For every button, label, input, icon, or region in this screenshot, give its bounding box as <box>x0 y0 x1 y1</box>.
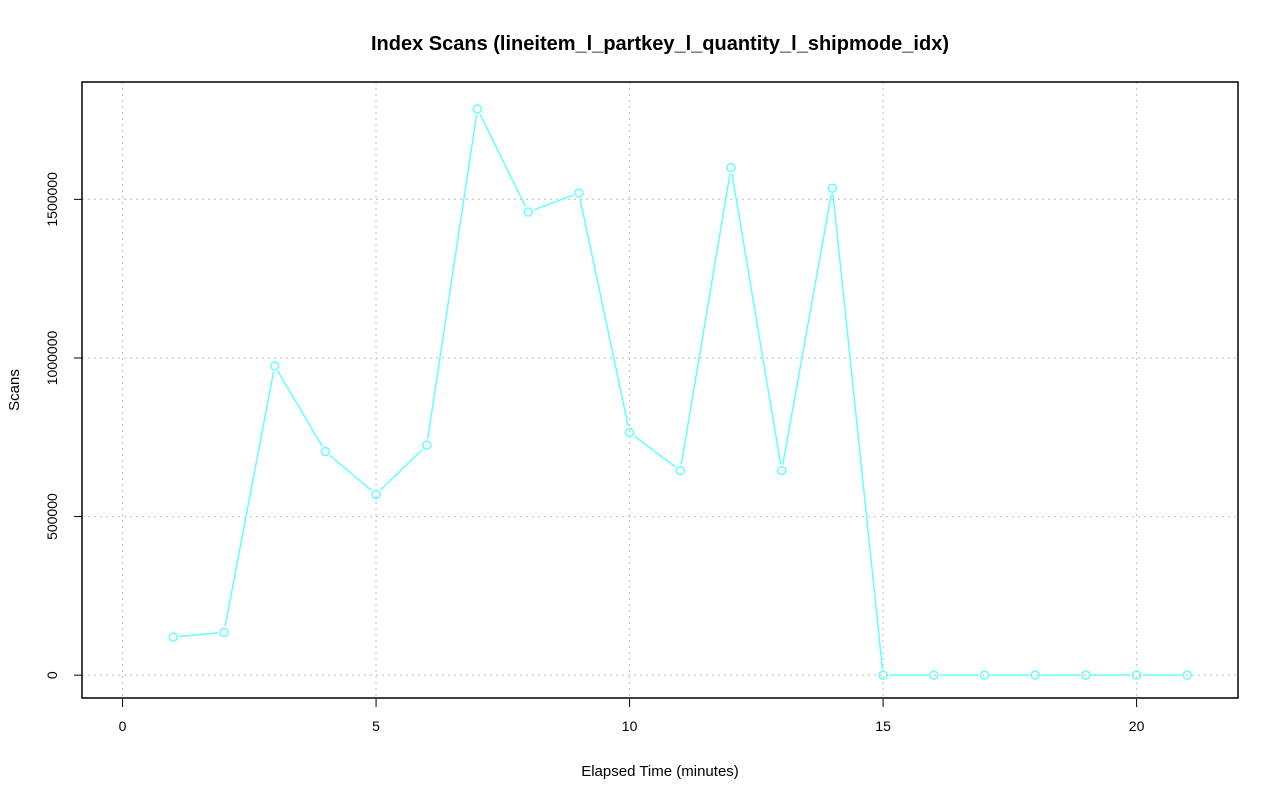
data-point-marker <box>320 446 331 457</box>
series-line-segment <box>680 173 731 465</box>
data-point-marker <box>168 632 179 642</box>
series-line-segment <box>379 448 423 491</box>
grid-lines <box>82 82 1238 698</box>
plot-frame <box>81 81 1239 699</box>
x-tick-label: 5 <box>372 718 380 734</box>
data-point-marker <box>523 207 533 217</box>
series-line-segment <box>277 370 323 447</box>
data-point-marker <box>1182 670 1193 680</box>
data-point-marker <box>624 427 635 438</box>
data-point-marker <box>219 627 229 638</box>
series-line-segment <box>731 173 782 465</box>
y-tick-label: 1500000 <box>44 172 60 227</box>
series-line-segment <box>533 194 574 211</box>
data-point-marker <box>574 188 584 198</box>
x-tick-label: 0 <box>119 718 127 734</box>
data-series <box>168 104 1193 680</box>
data-point-marker <box>1131 670 1142 680</box>
data-point-marker <box>269 361 280 371</box>
data-point-marker <box>827 183 838 194</box>
y-tick-label: 500000 <box>44 493 60 540</box>
series-line-segment <box>179 632 219 638</box>
data-point-marker <box>675 465 686 476</box>
x-tick-label: 10 <box>622 718 638 734</box>
data-point-marker <box>472 104 483 114</box>
series-line-segment <box>633 435 676 468</box>
x-tick-label: 15 <box>875 718 891 734</box>
x-axis-label: Elapsed Time (minutes) <box>581 763 739 780</box>
data-point-marker <box>776 465 787 476</box>
series-line-segment <box>479 114 527 207</box>
series-line-segment <box>782 194 833 465</box>
axes: 0 5 10 15 20 0 500000 1000000 1500000 <box>44 172 1145 734</box>
data-point-marker <box>979 670 990 680</box>
data-point-marker <box>929 670 939 680</box>
chart-title: Index Scans (lineitem_l_partkey_l_quanti… <box>371 33 949 55</box>
series-line-segment <box>579 198 630 427</box>
data-point-marker <box>371 489 381 500</box>
series-line-segment <box>426 114 478 440</box>
x-tick-label: 20 <box>1129 718 1145 734</box>
series-line-segment <box>832 194 884 670</box>
series-line-segment <box>329 454 372 492</box>
data-point-marker <box>422 440 432 450</box>
data-point-marker <box>1081 670 1091 680</box>
y-tick-label: 1000000 <box>44 331 60 386</box>
y-axis-label: Scans <box>6 369 23 411</box>
data-point-marker <box>1030 670 1040 680</box>
data-point-marker <box>878 670 888 680</box>
series-line-segment <box>224 371 275 627</box>
data-point-marker <box>726 162 736 173</box>
y-tick-label: 0 <box>44 671 60 679</box>
